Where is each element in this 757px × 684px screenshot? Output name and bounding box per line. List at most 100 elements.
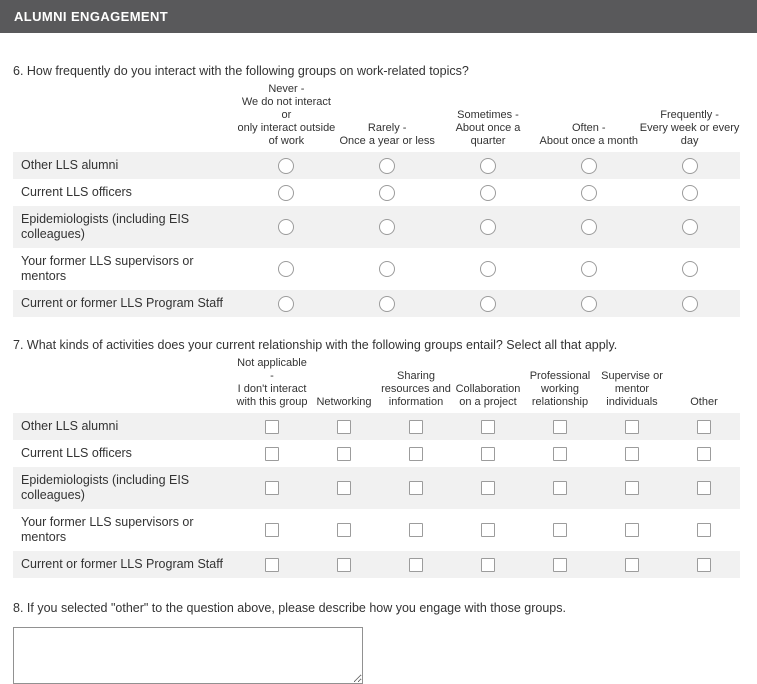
q7-checkbox-r5-c2[interactable]	[337, 557, 351, 572]
q7-checkbox-r2-c5[interactable]	[553, 446, 567, 461]
q7-checkbox-r3-c7[interactable]	[697, 481, 711, 495]
q6-option-cell-r5-c4	[538, 290, 639, 317]
q7-checkbox-r5-c1[interactable]	[265, 557, 279, 572]
q7-checkbox-r2-c6[interactable]	[625, 446, 639, 461]
q7-checkbox-r2-c1[interactable]	[265, 446, 279, 461]
q6-row-options-5	[236, 290, 740, 317]
q6-radio-r2-c3[interactable]	[479, 184, 496, 201]
q6-option-cell-r3-c3	[438, 206, 539, 248]
q6-table-row-3: Epidemiologists (including EIS colleague…	[13, 206, 740, 248]
q7-checkbox-r3-c2[interactable]	[337, 481, 351, 495]
q6-option-cell-r1-c1	[236, 152, 337, 179]
q7-checkbox-r2-c3[interactable]	[409, 446, 423, 461]
question-7-label: 7. What kinds of activities does your cu…	[13, 338, 618, 352]
q6-row-options-1	[236, 152, 740, 179]
q7-checkbox-r4-c2[interactable]	[337, 523, 351, 537]
q7-checkbox-r4-c6[interactable]	[625, 523, 639, 537]
q7-checkbox-r4-c4[interactable]	[481, 523, 495, 537]
q7-option-cell-r2-c6	[596, 440, 668, 467]
q7-checkbox-r2-c7[interactable]	[697, 446, 711, 461]
q7-checkbox-r5-c3[interactable]	[409, 557, 423, 572]
q6-option-cell-r4-c5	[639, 248, 740, 290]
q7-checkbox-r3-c1[interactable]	[265, 481, 279, 495]
q7-checkbox-r2-c2[interactable]	[337, 446, 351, 461]
q6-radio-r5-c3[interactable]	[479, 295, 496, 312]
q6-option-cell-r4-c3	[438, 248, 539, 290]
q6-row-label-3: Epidemiologists (including EIS colleague…	[21, 212, 190, 241]
q7-checkbox-r5-c5[interactable]	[553, 557, 567, 572]
q7-option-cell-r2-c4	[452, 440, 524, 467]
q6-radio-r3-c4[interactable]	[580, 219, 597, 235]
q7-option-cell-r1-c7	[668, 413, 740, 440]
q6-row-options-2	[236, 179, 740, 206]
q7-column-header-4: Collaboration on a project	[455, 383, 521, 408]
q7-checkbox-r4-c7[interactable]	[697, 523, 711, 537]
q7-row-label-2: Current LLS officers	[21, 446, 132, 460]
q7-checkbox-r5-c7[interactable]	[697, 557, 711, 572]
q7-row-options-4	[236, 509, 740, 551]
q7-checkbox-r4-c1[interactable]	[265, 523, 279, 537]
q7-checkbox-r1-c4[interactable]	[481, 419, 495, 434]
q7-column-header-2: Networking	[316, 396, 372, 408]
q7-checkbox-r2-c4[interactable]	[481, 446, 495, 461]
q7-checkbox-r3-c4[interactable]	[481, 481, 495, 495]
q6-table-row-4: Your former LLS supervisors or mentors	[13, 248, 740, 290]
q6-radio-r5-c2[interactable]	[379, 295, 396, 312]
q7-option-cell-r4-c7	[668, 509, 740, 551]
q7-checkbox-r3-c6[interactable]	[625, 481, 639, 495]
q7-option-cell-r3-c7	[668, 467, 740, 509]
q6-radio-r3-c5[interactable]	[681, 219, 698, 235]
q6-radio-r5-c4[interactable]	[580, 295, 597, 312]
q7-checkbox-r4-c3[interactable]	[409, 523, 423, 537]
q7-checkbox-r5-c6[interactable]	[625, 557, 639, 572]
q6-radio-r5-c1[interactable]	[278, 295, 295, 312]
q6-radio-r1-c2[interactable]	[379, 157, 396, 174]
q7-checkbox-r1-c7[interactable]	[697, 419, 711, 434]
q6-row-label-5: Current or former LLS Program Staff	[21, 296, 223, 310]
q7-column-header-6: Supervise or mentor individuals	[601, 370, 663, 408]
q6-radio-r2-c1[interactable]	[278, 184, 295, 201]
q6-radio-r1-c1[interactable]	[278, 157, 295, 174]
q7-checkbox-r3-c5[interactable]	[553, 481, 567, 495]
q7-option-cell-r5-c2	[308, 551, 380, 578]
q7-checkbox-r1-c1[interactable]	[265, 419, 279, 434]
q6-radio-r4-c4[interactable]	[580, 261, 597, 277]
q7-checkbox-r1-c3[interactable]	[409, 419, 423, 434]
q7-option-cell-r5-c7	[668, 551, 740, 578]
q6-option-cell-r1-c4	[538, 152, 639, 179]
question-6-label: 6. How frequently do you interact with t…	[13, 64, 469, 78]
q6-radio-r2-c5[interactable]	[681, 184, 698, 201]
q7-checkbox-r1-c6[interactable]	[625, 419, 639, 434]
q7-option-cell-r3-c3	[380, 467, 452, 509]
q6-radio-r5-c5[interactable]	[681, 295, 698, 312]
q6-radio-r1-c3[interactable]	[479, 157, 496, 174]
q6-radio-r2-c4[interactable]	[580, 184, 597, 201]
q6-radio-r1-c5[interactable]	[681, 157, 698, 174]
q6-radio-r3-c2[interactable]	[379, 219, 396, 235]
q7-row-options-3	[236, 467, 740, 509]
q6-radio-r3-c3[interactable]	[479, 219, 496, 235]
q8-other-description-input[interactable]	[13, 627, 363, 684]
q6-radio-r3-c1[interactable]	[278, 219, 295, 235]
q6-option-cell-r1-c2	[337, 152, 438, 179]
q7-checkbox-r1-c2[interactable]	[337, 419, 351, 434]
q6-column-header-1: Never - We do not interact or only inter…	[237, 83, 336, 147]
q7-matrix-header-row: Not applicable - I don't interact with t…	[13, 357, 740, 413]
q6-option-cell-r2-c4	[538, 179, 639, 206]
q6-radio-r4-c2[interactable]	[379, 261, 396, 277]
q6-radio-r4-c3[interactable]	[479, 261, 496, 277]
q6-radio-r4-c1[interactable]	[278, 261, 295, 277]
question-8-label: 8. If you selected "other" to the questi…	[13, 601, 566, 615]
q7-option-cell-r3-c6	[596, 467, 668, 509]
q6-radio-r1-c4[interactable]	[580, 157, 597, 174]
q7-checkbox-r1-c5[interactable]	[553, 419, 567, 434]
q7-checkbox-r4-c5[interactable]	[553, 523, 567, 537]
q7-checkbox-r3-c3[interactable]	[409, 481, 423, 495]
q7-checkbox-r5-c4[interactable]	[481, 557, 495, 572]
q6-option-cell-r3-c4	[538, 206, 639, 248]
q6-radio-r2-c2[interactable]	[379, 184, 396, 201]
q7-column-header-7: Other	[690, 396, 718, 408]
q6-option-cell-r5-c3	[438, 290, 539, 317]
q6-radio-r4-c5[interactable]	[681, 261, 698, 277]
q6-option-cell-r5-c2	[337, 290, 438, 317]
